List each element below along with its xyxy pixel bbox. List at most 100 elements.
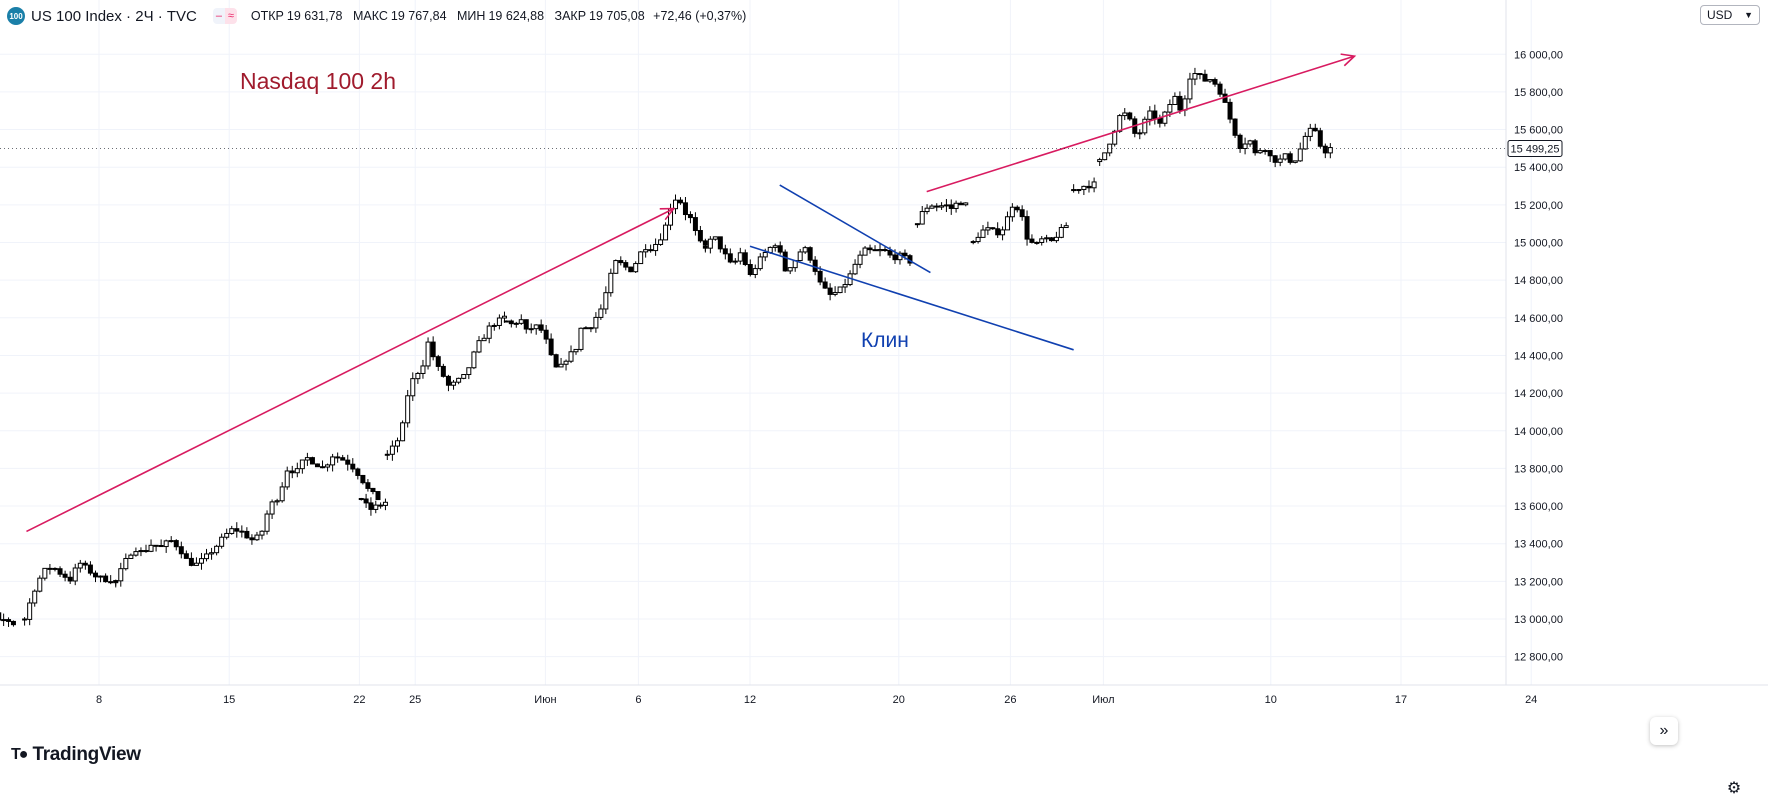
candle-up [985,227,991,231]
candle-up [1053,236,1059,242]
candle-up [573,348,579,353]
candle-down [368,502,374,510]
candle-up [1167,104,1173,113]
candle-up [593,316,599,329]
candle-down [234,528,240,532]
candle-down [143,550,149,553]
candle-up [229,528,235,534]
trendline-arrow-up-1[interactable] [26,207,675,533]
price-tick-label: 13 600,00 [1514,501,1563,513]
scroll-to-realtime-button[interactable]: » [1650,717,1678,745]
chart-grid [0,0,1532,685]
tradingview-logo[interactable]: T● TradingView [11,744,141,766]
ohlc-values: ОТКР 19 631,78 МАКС 19 767,84 МИН 19 624,88… [251,9,746,23]
candle-down [1034,241,1040,244]
candle-up [486,325,492,339]
candle-down [430,341,436,358]
price-tick-label: 12 800,00 [1514,652,1563,664]
candle-down [553,354,559,368]
candle-up [1039,238,1045,243]
candle-up [1009,206,1015,218]
candle-down [289,470,295,474]
change-value: +72,46 (+0,37%) [653,9,747,23]
candle-down [188,557,194,566]
price-tick-label: 15 000,00 [1514,238,1563,250]
candle-down [378,504,384,507]
symbol-logo[interactable]: 100 [7,7,25,25]
candle-up [1297,148,1303,162]
low-value: 19 624,88 [488,9,545,23]
candle-down [445,375,451,386]
candle-down [62,573,68,578]
approx-icon[interactable]: ≈ [224,8,237,24]
candle-up [72,567,78,582]
trendline-arrow-up-2[interactable] [926,55,1355,193]
symbol-badges[interactable]: ‒ ≈ [212,8,237,24]
time-tick-label: 22 [353,694,365,706]
trendline-wedge-upper[interactable] [779,184,931,274]
candle-down [0,612,2,621]
candle-up [118,568,124,582]
candle-down [6,619,12,622]
price-axis[interactable]: 12 800,00 13 000,00 13 200,00 13 400,00 13 6… [0,0,1563,685]
candle-up [420,365,426,374]
candle-up [663,224,669,241]
time-axis[interactable]: 8 15 22 25 Июн 6 12 20 26 Июл 10 17 24 [0,684,1768,706]
candle-down [249,537,255,541]
candle-down [365,482,371,489]
candle-up [598,308,604,318]
candle-up [762,251,768,258]
candle-up [224,532,230,538]
candle-down [375,491,381,501]
candle-down [1232,118,1238,136]
candle-up [1058,227,1064,238]
price-tick-label: 14 000,00 [1514,426,1563,438]
candle-up [1187,78,1193,100]
candle-down [648,249,654,252]
candle-up [842,284,848,288]
candle-up [837,286,843,294]
candle-up [37,577,43,592]
candle-up [113,580,119,583]
symbol-header: 100 US 100 Index · 2Ч · TVC ‒ ≈ ОТКР 19 6… [0,5,746,27]
candle-down [1197,73,1203,76]
candle-up [1071,189,1077,192]
currency-select[interactable]: USD ▼ [1700,5,1760,25]
time-tick-label: 10 [1265,694,1277,706]
candle-up [638,251,644,265]
candle-down [822,281,828,289]
candle-up [633,263,639,273]
symbol-title[interactable]: US 100 Index · 2Ч · TVC [31,7,197,25]
candle-up [658,239,664,245]
candle-up [1107,143,1113,154]
candle-up [1262,150,1268,153]
candle-up [405,395,411,424]
candle-up [953,202,959,209]
candle-up [32,590,38,604]
candle-down [320,466,326,469]
price-tick-label: 14 200,00 [1514,388,1563,400]
candle-down [57,568,63,575]
candle-up [1081,185,1087,191]
candle-down [702,245,708,249]
candle-down [309,457,315,465]
time-tick-label: Июл [1092,694,1114,706]
candle-up [304,457,310,461]
candle-down [508,320,514,325]
gear-icon[interactable]: ⚙ [1726,780,1742,797]
candle-down [1014,206,1020,211]
candle-up [1242,143,1248,149]
candle-up [204,553,210,560]
candle-up [877,249,883,252]
candle-up [1,619,7,622]
candle-up [1102,152,1108,161]
candle-down [1127,112,1133,120]
candle-down [1049,237,1055,242]
trendline-wedge-lower[interactable] [749,245,1074,351]
price-tick-label: 14 800,00 [1514,275,1563,287]
candle-up [1307,127,1313,137]
open-label: ОТКР [250,9,284,23]
close-icon[interactable]: ‒ [212,8,225,24]
candle-up [939,205,945,208]
